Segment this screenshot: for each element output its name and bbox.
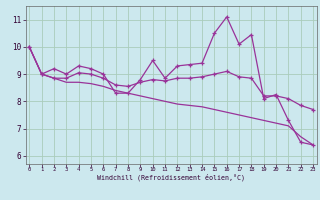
X-axis label: Windchill (Refroidissement éolien,°C): Windchill (Refroidissement éolien,°C) <box>97 174 245 181</box>
